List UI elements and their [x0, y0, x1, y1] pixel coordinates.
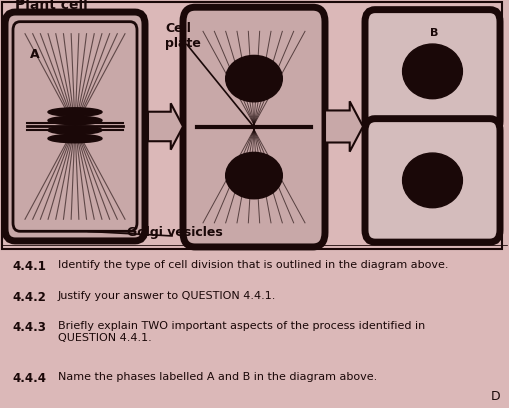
- Polygon shape: [148, 103, 183, 150]
- Ellipse shape: [403, 153, 462, 208]
- Ellipse shape: [225, 152, 282, 199]
- Text: 4.4.4: 4.4.4: [12, 373, 46, 385]
- Polygon shape: [325, 101, 363, 152]
- Text: Golgi vesicles: Golgi vesicles: [127, 226, 223, 239]
- Ellipse shape: [48, 108, 102, 116]
- Text: Briefly explain TWO important aspects of the process identified in
QUESTION 4.4.: Briefly explain TWO important aspects of…: [58, 322, 425, 343]
- Text: 4.4.1: 4.4.1: [12, 260, 46, 273]
- Ellipse shape: [48, 126, 102, 134]
- Ellipse shape: [48, 134, 102, 143]
- FancyBboxPatch shape: [365, 119, 500, 242]
- Text: A: A: [30, 48, 40, 61]
- Text: D: D: [490, 390, 500, 403]
- Text: 4.4.2: 4.4.2: [12, 290, 46, 304]
- FancyBboxPatch shape: [5, 12, 145, 241]
- Text: Name the phases labelled A and B in the diagram above.: Name the phases labelled A and B in the …: [58, 373, 377, 382]
- FancyBboxPatch shape: [365, 10, 500, 133]
- Text: 4.4.3: 4.4.3: [12, 322, 46, 334]
- Ellipse shape: [403, 44, 462, 99]
- Ellipse shape: [225, 55, 282, 102]
- FancyBboxPatch shape: [13, 22, 137, 231]
- Ellipse shape: [48, 116, 102, 125]
- Text: B: B: [430, 28, 439, 38]
- Text: Identify the type of cell division that is outlined in the diagram above.: Identify the type of cell division that …: [58, 260, 448, 270]
- FancyBboxPatch shape: [183, 7, 325, 247]
- Text: Cell
plate: Cell plate: [165, 22, 201, 50]
- Text: Plant cell: Plant cell: [15, 0, 88, 12]
- Text: Justify your answer to QUESTION 4.4.1.: Justify your answer to QUESTION 4.4.1.: [58, 290, 276, 301]
